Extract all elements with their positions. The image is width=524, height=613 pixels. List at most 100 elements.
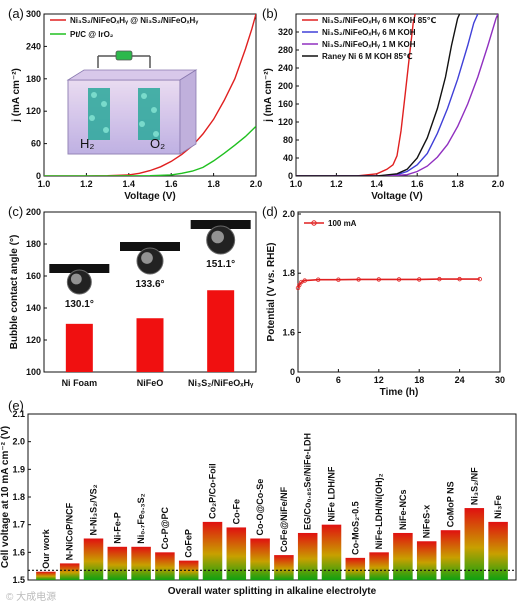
y-tick-label: 160: [26, 271, 41, 281]
bar: [59, 563, 80, 580]
x-tick-label: 1.8: [451, 179, 464, 189]
x-tick-label: Ni₃S₂/NiFeOₓHᵧ: [188, 378, 254, 388]
bar-category-label: Ni₃Fe: [493, 495, 503, 519]
x-tick-label: 1.4: [123, 179, 136, 189]
legend-label: 100 mA: [328, 219, 357, 228]
panel-label-d: (d): [262, 204, 278, 219]
bar: [207, 290, 235, 372]
y-tick-label: 2.1: [12, 409, 25, 419]
x-tick-label: 1.4: [371, 179, 384, 189]
y-tick-label: 1.7: [12, 520, 25, 530]
data-point: [477, 276, 482, 282]
y-tick-label: 60: [31, 139, 41, 149]
legend-label: Ni₃S₂/NiFeOₓHᵧ 6 M KOH 85℃: [322, 16, 437, 25]
legend-label: Ni₃S₂/NiFeOₓHᵧ 1 M KOH: [322, 40, 416, 49]
x-tick-label: NiFeO: [137, 378, 164, 388]
y-tick-label: 120: [26, 335, 41, 345]
bubble-highlight: [141, 252, 153, 264]
x-tick-label: 2.0: [492, 179, 505, 189]
x-tick-label: 12: [374, 375, 384, 385]
y-tick-label: 140: [26, 303, 41, 313]
data-point: [302, 278, 307, 283]
chart-c: 100 120 140 160 180 200 Bubble contact angle (…: [9, 207, 257, 388]
bar-category-label: Co-MoS₂-0.5: [350, 501, 360, 555]
bar: [464, 508, 485, 580]
bar-category-label: Ni₃S₂/NF: [469, 467, 479, 505]
y-tick-label: 80: [283, 135, 293, 145]
y-tick-label: 160: [278, 99, 293, 109]
bar-category-label: N-NiCoP/NCF: [65, 502, 75, 560]
bar-category-label: Co-O@Co-Se: [255, 479, 265, 536]
y-tick-label: 180: [26, 239, 41, 249]
chart-a: 1.0 1.2 1.4 1.6 1.8 2.0 0 60 120 180 240 300 Voltage…: [11, 9, 262, 202]
bubble-highlight: [211, 230, 224, 244]
bar: [345, 557, 366, 580]
y-tick-label: 280: [278, 45, 293, 55]
y-tick-label: 2.0: [282, 209, 295, 219]
y-tick-label: 200: [26, 207, 41, 217]
panel-label-a: (a): [8, 6, 24, 21]
bar-category-label: Co-Fe: [231, 499, 241, 525]
panel-label-e: (e): [8, 398, 24, 413]
bar: [274, 555, 294, 580]
bar-category-label: Our work: [41, 528, 51, 569]
series-line-1: [44, 125, 256, 176]
bar: [440, 530, 461, 580]
bar: [36, 571, 56, 580]
x-axis-label: Time (h): [380, 387, 419, 398]
data-point: [336, 277, 341, 282]
bar: [107, 546, 128, 580]
data-point: [437, 276, 442, 282]
y-tick-label: 120: [26, 106, 41, 116]
x-tick-label: 1.6: [165, 179, 178, 189]
x-tick-label: 24: [455, 375, 465, 385]
y-tick-label: 2.0: [12, 437, 25, 447]
x-tick-label: Ni Foam: [62, 378, 98, 388]
bar-category-label: CoFeP: [184, 529, 194, 558]
y-tick-label: 0: [288, 171, 293, 181]
series-line-3: [296, 14, 461, 176]
y-tick-label: 1.9: [12, 464, 25, 474]
legend-label: Ni₃S₂/NiFeOₓHᵧ 6 M KOH: [322, 28, 416, 37]
bar-category-label: Ni-Fe-P: [112, 512, 122, 544]
bar: [202, 521, 223, 580]
bar-category-label: CoMoP NS: [446, 481, 456, 527]
data-point: [356, 277, 361, 282]
legend-label: Pt/C @ IrO₂: [70, 30, 114, 39]
y-tick-label: 1.8: [282, 268, 295, 278]
x-tick-label: 1.6: [411, 179, 424, 189]
y-axis-label: j (mA cm⁻²): [263, 68, 274, 123]
y-tick-label: 300: [26, 9, 41, 19]
y-axis-label: Cell voltage at 10 mA cm⁻² (V): [0, 426, 11, 568]
y-tick-label: 120: [278, 117, 293, 127]
bar-category-label: NiFe-LDH/Ni(OH)₂: [374, 473, 384, 549]
panel-label-b: (b): [262, 6, 278, 21]
x-axis-label: Overall water splitting in alkaline elec…: [168, 586, 377, 597]
data-point: [396, 277, 402, 282]
x-tick-label: 2.0: [250, 179, 263, 189]
x-tick-label: 30: [495, 375, 505, 385]
data-point: [457, 276, 462, 282]
y-axis-label: Bubble contact angle (°): [9, 235, 20, 350]
bubble-highlight: [70, 273, 82, 285]
y-tick-label: 1.6: [12, 547, 25, 557]
bar-category-label: NiFeS-x: [422, 505, 432, 539]
y-tick-label: 240: [278, 63, 293, 73]
series-line-0: [296, 14, 416, 176]
bar: [321, 524, 342, 580]
electrolysis-inset: H₂ O₂: [66, 50, 198, 155]
data-point: [417, 277, 422, 282]
h2-label: H₂: [80, 136, 94, 151]
legend-label: Raney Ni 6 M KOH 85℃: [322, 52, 413, 61]
x-tick-label: 1.2: [80, 179, 93, 189]
y-tick-label: 200: [278, 81, 293, 91]
chart-b: 1.0 1.2 1.4 1.6 1.8 2.0 0 40 80 120 160 200 240 280 32…: [263, 13, 505, 202]
series-line-1: [296, 14, 479, 176]
bar-category-label: Ni₀.₇Fe₀.₃S₂: [136, 493, 146, 543]
x-tick-label: 6: [336, 375, 341, 385]
data-point: [316, 277, 321, 282]
bar-category-label: N-Ni₃S₂/VS₂: [89, 484, 99, 535]
bar: [393, 532, 413, 580]
x-tick-label: 0: [295, 375, 300, 385]
